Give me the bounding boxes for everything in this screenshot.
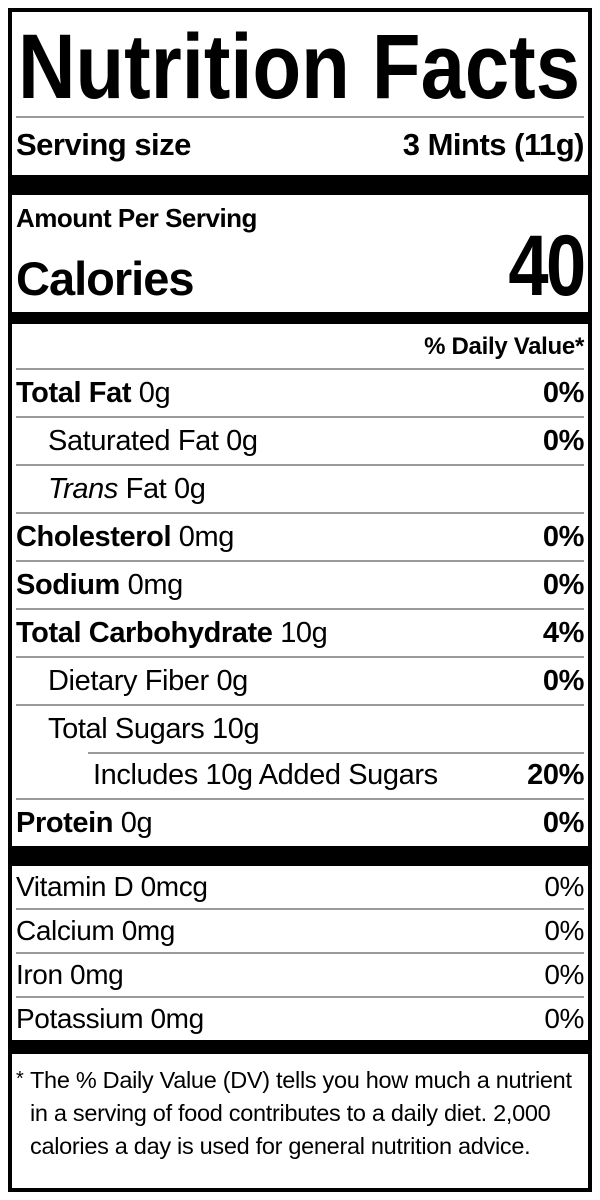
medium-separator-bar	[12, 312, 588, 324]
nutrient-percent: 0%	[542, 807, 585, 839]
nutrient-percent: 20%	[527, 759, 584, 791]
page-title: Nutrition Facts	[18, 18, 580, 116]
nutrient-name: Dietary Fiber 0g	[16, 665, 248, 697]
serving-size-label: Serving size	[16, 127, 191, 162]
nutrient-amount: 0g	[131, 377, 171, 409]
nutrient-amount: Includes 10g Added Sugars	[93, 759, 438, 791]
nutrient-name: Total Carbohydrate 10g	[16, 617, 328, 649]
nutrient-row-dietary-fiber: Dietary Fiber 0g 0%	[16, 656, 584, 704]
nutrient-percent: 0%	[542, 665, 585, 697]
thick-separator-bar	[12, 175, 588, 195]
nutrient-amount: Total Sugars 10g	[48, 713, 260, 745]
vitamin-name: Vitamin D 0mcg	[16, 871, 208, 902]
vitamin-percent: 0%	[544, 1003, 584, 1034]
amount-per-serving-label: Amount Per Serving	[16, 203, 257, 233]
title-divider	[16, 116, 584, 118]
vitamin-name: Potassium 0mg	[16, 1003, 204, 1034]
nutrient-name-italic: Trans	[48, 473, 118, 505]
nutrient-row-trans-fat: Trans Fat 0g	[16, 464, 584, 512]
serving-size-row: Serving size 3 Mints (11g)	[16, 118, 585, 175]
nutrient-row-cholesterol: Cholesterol 0mg 0%	[16, 512, 584, 560]
nutrient-name: Sodium 0mg	[16, 569, 183, 601]
vitamin-percent: 0%	[544, 959, 584, 990]
nutrient-percent: 0%	[542, 569, 585, 601]
nutrient-name-bold: Protein	[16, 807, 114, 839]
nutrient-percent: 4%	[542, 617, 585, 649]
nutrient-name: Total Fat 0g	[16, 377, 171, 409]
label-title-graphic: Nutrition Facts	[18, 18, 580, 116]
nutrient-name-bold: Sodium	[16, 569, 120, 601]
calories-label: Calories	[16, 252, 194, 305]
nutrient-row-added-sugars: Includes 10g Added Sugars 20%	[16, 752, 584, 798]
calories-value: 40	[508, 218, 587, 314]
nutrient-percent: 0%	[542, 425, 585, 457]
nutrient-name: Protein 0g	[16, 807, 153, 839]
nutrient-percent: 0%	[542, 377, 585, 409]
nutrient-name-bold: Total Fat	[16, 377, 132, 409]
nutrition-facts-label: Nutrition Facts Serving size 3 Mints (11…	[8, 8, 592, 1192]
vitamin-rows: Vitamin D 0mcg 0% Calcium 0mg 0% Iron 0m…	[16, 866, 584, 1040]
nutrient-amount: Fat 0g	[117, 473, 206, 505]
thick-separator-bar	[12, 846, 588, 866]
nutrient-amount: 0mg	[171, 521, 235, 553]
nutrient-row-saturated-fat: Saturated Fat 0g 0%	[16, 416, 584, 464]
nutrient-amount: 0g	[113, 807, 153, 839]
nutrient-name: Saturated Fat 0g	[16, 425, 258, 457]
nutrient-amount: 10g	[272, 617, 328, 649]
footnote-text: The % Daily Value (DV) tells you how muc…	[30, 1067, 572, 1159]
serving-size-value: 3 Mints (11g)	[402, 127, 585, 162]
nutrient-name: Cholesterol 0mg	[16, 521, 234, 553]
nutrient-name-bold: Cholesterol	[16, 521, 172, 553]
footnote-marker: *	[16, 1068, 24, 1090]
calories-row: Calories 40	[16, 218, 587, 314]
nutrient-row-total-fat: Total Fat 0g 0%	[16, 368, 584, 416]
vitamin-row-potassium: Potassium 0mg 0%	[16, 996, 584, 1040]
nutrient-name: Trans Fat 0g	[16, 473, 206, 505]
thick-separator-bar	[12, 1040, 588, 1054]
vitamin-percent: 0%	[544, 915, 584, 946]
nutrient-row-total-sugars: Total Sugars 10g	[16, 704, 584, 752]
vitamin-name: Iron 0mg	[16, 959, 124, 990]
vitamin-row-calcium: Calcium 0mg 0%	[16, 908, 584, 952]
vitamin-row-vitamin-d: Vitamin D 0mcg 0%	[16, 866, 584, 908]
vitamin-row-iron: Iron 0mg 0%	[16, 952, 584, 996]
daily-value-header: % Daily Value*	[424, 333, 584, 360]
nutrient-rows: Total Fat 0g 0% Saturated Fat 0g 0% Tran…	[16, 368, 584, 846]
nutrient-percent: 0%	[542, 521, 585, 553]
nutrient-name: Includes 10g Added Sugars	[16, 759, 438, 791]
vitamin-percent: 0%	[544, 871, 584, 902]
footnote: * The % Daily Value (DV) tells you how m…	[16, 1054, 584, 1163]
nutrient-row-sodium: Sodium 0mg 0%	[16, 560, 584, 608]
nutrient-name: Total Sugars 10g	[16, 713, 260, 745]
nutrient-amount: Saturated Fat 0g	[48, 425, 258, 457]
nutrient-amount: Dietary Fiber 0g	[48, 665, 248, 697]
nutrient-amount: 0mg	[119, 569, 184, 601]
vitamin-name: Calcium 0mg	[16, 915, 175, 946]
nutrient-name-bold: Total Carbohydrate	[16, 617, 273, 649]
nutrient-row-protein: Protein 0g 0%	[16, 798, 584, 846]
nutrient-row-total-carbohydrate: Total Carbohydrate 10g 4%	[16, 608, 584, 656]
